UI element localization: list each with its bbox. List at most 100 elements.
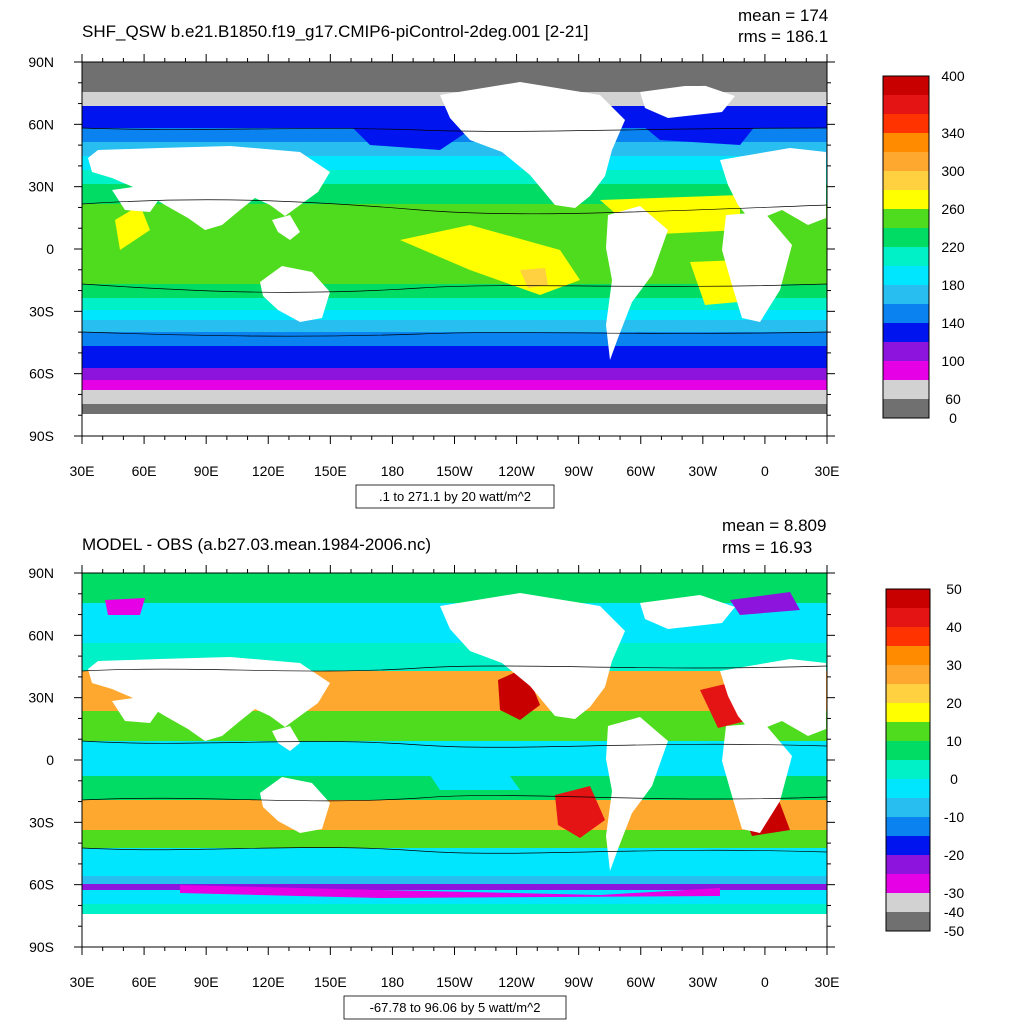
lon-label: 120E	[252, 463, 285, 479]
colorbar-swatch	[886, 627, 930, 647]
colorbar-label: 50	[946, 581, 962, 597]
bottom-panel-title: MODEL - OBS (a.b27.03.mean.1984-2006.nc)	[82, 535, 431, 554]
lon-label: 90W	[564, 463, 594, 479]
lon-label: 150E	[314, 974, 347, 990]
colorbar-label: 100	[941, 353, 965, 369]
colorbar-swatch	[886, 589, 930, 609]
colorbar-frame	[882, 75, 930, 419]
bottom-map-ticks	[74, 565, 835, 955]
lat-label: 60S	[29, 877, 54, 893]
top-map-field	[82, 62, 827, 436]
bottom-panel: MODEL - OBS (a.b27.03.mean.1984-2006.nc)…	[28, 516, 964, 1020]
colorbar-swatch	[886, 741, 930, 761]
top-panel-rms: rms = 186.1	[738, 27, 828, 46]
top-map-ticks	[74, 54, 835, 444]
lon-label: 90E	[194, 463, 219, 479]
colorbar-swatch	[883, 323, 929, 343]
colorbar-label: -10	[944, 809, 964, 825]
top-colorbar: 400 340 300 260 220 180 140 100 60 0	[882, 68, 965, 426]
top-lat-axis-labels: 90N 60N 30N 0 30S 60S 90S	[28, 54, 54, 444]
lat-label: 30S	[29, 303, 54, 319]
colorbar-label: 260	[941, 201, 965, 217]
lon-label: 60E	[132, 974, 157, 990]
colorbar-swatch	[886, 817, 930, 837]
top-range-label: .1 to 271.1 by 20 watt/m^2	[379, 489, 531, 504]
colorbar-swatch	[883, 399, 929, 419]
lon-label: 120E	[252, 974, 285, 990]
lon-label: 60E	[132, 463, 157, 479]
colorbar-label: 0	[949, 410, 957, 426]
colorbar-label: -30	[944, 885, 964, 901]
colorbar-swatch	[886, 722, 930, 742]
lon-label: 0	[761, 974, 769, 990]
colorbar-label: 40	[946, 619, 962, 635]
colorbar-swatch	[883, 380, 929, 400]
bottom-colorbar: 50 40 30 20 10 0 -10 -20 -30 -40 -50	[885, 581, 964, 939]
colorbar-swatch	[883, 247, 929, 267]
colorbar-swatch	[883, 133, 929, 153]
colorbar-swatch	[886, 893, 930, 913]
colorbar-swatch	[886, 912, 930, 932]
colorbar-label: 20	[946, 695, 962, 711]
lat-label: 90S	[29, 939, 54, 955]
lon-label: 30W	[688, 463, 718, 479]
bottom-range-label-box	[343, 995, 567, 1020]
colorbar-swatch	[883, 285, 929, 305]
colorbar-swatch	[886, 855, 930, 875]
top-range-label-box	[355, 484, 555, 509]
colorbar-swatch	[886, 646, 930, 666]
colorbar-frame	[885, 588, 931, 932]
colorbar-label: 30	[946, 657, 962, 673]
colorbar-swatch	[883, 95, 929, 115]
colorbar-swatch	[883, 304, 929, 324]
lat-label: 0	[46, 241, 54, 257]
colorbar-label: 340	[941, 125, 965, 141]
bottom-panel-mean: mean = 8.809	[722, 516, 826, 535]
lon-label: 60W	[626, 463, 656, 479]
lon-label: 150W	[436, 974, 473, 990]
lon-label: 30E	[815, 974, 840, 990]
colorbar-label: 140	[941, 315, 965, 331]
top-panel: SHF_QSW b.e21.B1850.f19_g17.CMIP6-piCont…	[28, 6, 965, 509]
colorbar-swatch	[883, 152, 929, 172]
colorbar-label: 400	[941, 68, 965, 84]
colorbar-swatch	[883, 209, 929, 229]
bottom-lat-axis-labels: 90N 60N 30N 0 30S 60S 90S	[28, 565, 54, 955]
colorbar-swatch	[886, 874, 930, 894]
colorbar-swatch	[886, 665, 930, 685]
lat-label: 30N	[28, 690, 54, 706]
lat-label: 60N	[28, 116, 54, 132]
colorbar-swatch	[883, 114, 929, 134]
colorbar-swatch	[886, 684, 930, 704]
colorbar-swatch	[886, 608, 930, 628]
colorbar-label: 300	[941, 163, 965, 179]
lon-label: 90W	[564, 974, 594, 990]
lon-label: 90E	[194, 974, 219, 990]
lon-label: 150E	[314, 463, 347, 479]
colorbar-swatch	[883, 361, 929, 381]
bottom-range-label: -67.78 to 96.06 by 5 watt/m^2	[370, 1000, 541, 1015]
lat-label: 90N	[28, 54, 54, 70]
bottom-lon-axis-labels: 30E 60E 90E 120E 150E 180 150W 120W 90W 60W 30W 0 30…	[70, 974, 840, 990]
colorbar-swatch	[883, 171, 929, 191]
lat-label: 0	[46, 752, 54, 768]
colorbar-swatch	[886, 836, 930, 856]
lon-label: 0	[761, 463, 769, 479]
lon-label: 120W	[498, 974, 535, 990]
top-panel-title: SHF_QSW b.e21.B1850.f19_g17.CMIP6-piCont…	[82, 22, 589, 41]
colorbar-label: 0	[950, 771, 958, 787]
lon-label: 30E	[815, 463, 840, 479]
lat-label: 90N	[28, 565, 54, 581]
lon-label: 30E	[70, 463, 95, 479]
lon-label: 30E	[70, 974, 95, 990]
bottom-map-field	[82, 573, 827, 947]
colorbar-label: 180	[941, 277, 965, 293]
colorbar-swatch	[883, 228, 929, 248]
lon-label: 150W	[436, 463, 473, 479]
colorbar-swatch	[886, 703, 930, 723]
bottom-panel-rms: rms = 16.93	[722, 538, 812, 557]
colorbar-label: 10	[946, 733, 962, 749]
colorbar-label: 220	[941, 239, 965, 255]
lon-label: 60W	[626, 974, 656, 990]
lat-label: 60S	[29, 366, 54, 382]
